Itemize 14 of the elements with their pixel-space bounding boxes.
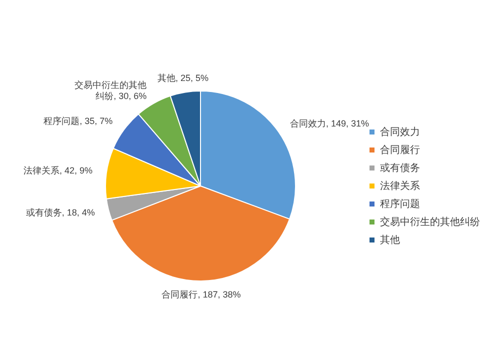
legend-label: 或有债务 (380, 162, 420, 174)
data-label: 或有债务, 18, 4% (26, 208, 95, 218)
legend-label: 程序问题 (380, 198, 420, 210)
data-label: 法律关系, 42, 9% (23, 166, 93, 176)
data-label: 其他, 25, 5% (157, 72, 208, 83)
legend-label: 交易中衍生的其他纠纷 (380, 216, 480, 228)
legend-label: 合同履行 (380, 144, 420, 156)
data-label: 合同效力, 149, 31% (290, 118, 370, 128)
data-label: 程序问题, 35, 7% (44, 116, 113, 126)
legend-label: 法律关系 (380, 180, 420, 192)
data-label: 合同履行, 187, 38% (162, 289, 241, 300)
legend-label: 其他 (380, 234, 400, 246)
data-label: 交易中衍生的其他纠纷, 30, 6% (74, 80, 147, 102)
legend-label: 合同效力 (380, 126, 420, 138)
